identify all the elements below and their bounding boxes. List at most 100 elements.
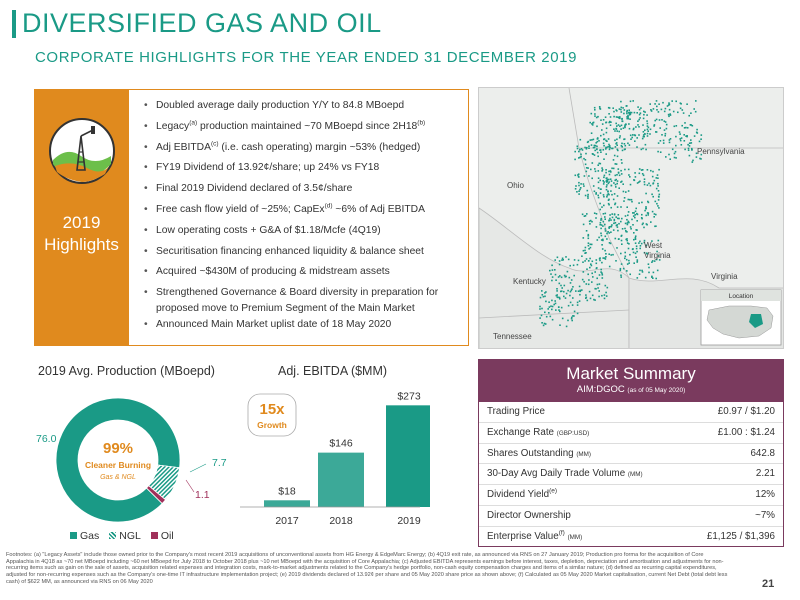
well-dot	[591, 220, 593, 223]
highlight-text-cont: ~6% of Adj EBITDA	[332, 203, 425, 215]
well-dot	[646, 212, 649, 214]
well-dot	[597, 187, 600, 189]
oil-value-label: 1.1	[195, 489, 210, 501]
well-dot	[605, 253, 607, 255]
well-dot	[558, 282, 561, 285]
well-dot	[582, 237, 585, 239]
well-dot	[587, 237, 590, 240]
well-dot	[588, 279, 590, 281]
well-dot	[569, 264, 571, 267]
well-dot	[656, 109, 658, 111]
well-dot	[601, 261, 603, 264]
market-summary-title: Market Summary	[566, 364, 696, 383]
legend-swatch-oil	[150, 532, 158, 539]
well-dot	[620, 145, 623, 147]
well-dot	[595, 116, 598, 119]
well-dot	[608, 242, 611, 244]
well-dot	[679, 139, 682, 142]
well-dot	[643, 241, 646, 244]
well-dot	[557, 306, 560, 308]
well-dot	[626, 206, 628, 208]
bar-2019	[386, 405, 430, 507]
well-dot	[636, 250, 638, 253]
well-dot	[662, 142, 665, 144]
well-dot	[589, 223, 591, 225]
well-dot	[655, 131, 658, 133]
well-dot	[605, 148, 607, 150]
well-dot	[643, 178, 646, 180]
well-dot	[601, 123, 604, 125]
well-dot	[625, 105, 628, 107]
well-dot	[640, 107, 642, 109]
well-dot	[590, 132, 593, 134]
market-row-value: 2.21	[755, 468, 775, 480]
well-dot	[614, 174, 617, 177]
well-dot	[567, 319, 569, 322]
well-dot	[633, 262, 635, 264]
well-dot	[687, 147, 690, 150]
well-dot	[655, 213, 657, 216]
well-dot	[614, 237, 617, 240]
well-dot	[589, 219, 592, 222]
bar-category-label: 2018	[329, 515, 353, 527]
well-dot	[616, 195, 619, 197]
well-dot	[668, 139, 671, 141]
well-dot	[690, 142, 693, 144]
well-dot	[669, 158, 671, 160]
well-dot	[695, 152, 698, 155]
market-summary-subtitle: AIM:DGOC (as of 05 May 2020)	[478, 384, 784, 395]
well-dot	[606, 184, 608, 186]
well-dot	[606, 179, 608, 181]
well-dot	[636, 277, 639, 279]
well-dot	[590, 112, 593, 115]
well-dot	[681, 124, 683, 127]
well-dot	[636, 182, 639, 184]
well-dot	[589, 121, 591, 124]
well-dot	[598, 140, 600, 142]
well-dot	[639, 247, 641, 250]
well-dot	[641, 271, 644, 273]
well-dot	[560, 284, 562, 287]
well-dot	[588, 175, 590, 177]
well-dot	[599, 149, 602, 151]
well-dot	[612, 159, 615, 161]
well-dot	[696, 128, 698, 131]
well-dot	[621, 117, 623, 120]
well-dot	[679, 133, 681, 135]
well-dot	[610, 206, 612, 209]
well-dot	[573, 259, 576, 261]
well-dot	[594, 149, 596, 152]
well-dot	[592, 276, 594, 278]
well-dot	[618, 174, 621, 177]
well-dot	[589, 297, 592, 300]
well-dot	[602, 213, 605, 215]
well-dot	[598, 274, 601, 276]
well-dot	[588, 290, 591, 293]
well-dot	[637, 106, 639, 108]
well-dot	[686, 135, 688, 137]
well-dot	[583, 215, 586, 217]
well-dot	[686, 103, 688, 105]
well-dot	[566, 270, 569, 273]
well-dot	[669, 114, 672, 116]
well-dot	[573, 315, 575, 317]
well-dot	[637, 120, 639, 122]
well-dot	[593, 144, 596, 147]
well-dot	[604, 212, 607, 215]
well-dot	[579, 290, 582, 293]
well-dot	[616, 224, 618, 226]
well-dot	[644, 209, 646, 212]
bar-value-label: $18	[278, 485, 296, 497]
well-dot	[588, 220, 591, 223]
well-dot	[579, 293, 581, 296]
well-dot	[553, 303, 555, 306]
well-dot	[544, 295, 546, 298]
bar-2018	[318, 452, 364, 507]
well-dot	[649, 128, 652, 131]
operations-map: Pennsylvania Ohio West Virginia Kentucky…	[478, 87, 784, 349]
well-dot	[685, 126, 687, 129]
well-dot	[651, 175, 654, 178]
well-dot	[611, 147, 613, 150]
well-dot	[560, 276, 563, 279]
highlight-text: Final 2019 Dividend declared of 3.5¢/sha…	[156, 183, 353, 195]
